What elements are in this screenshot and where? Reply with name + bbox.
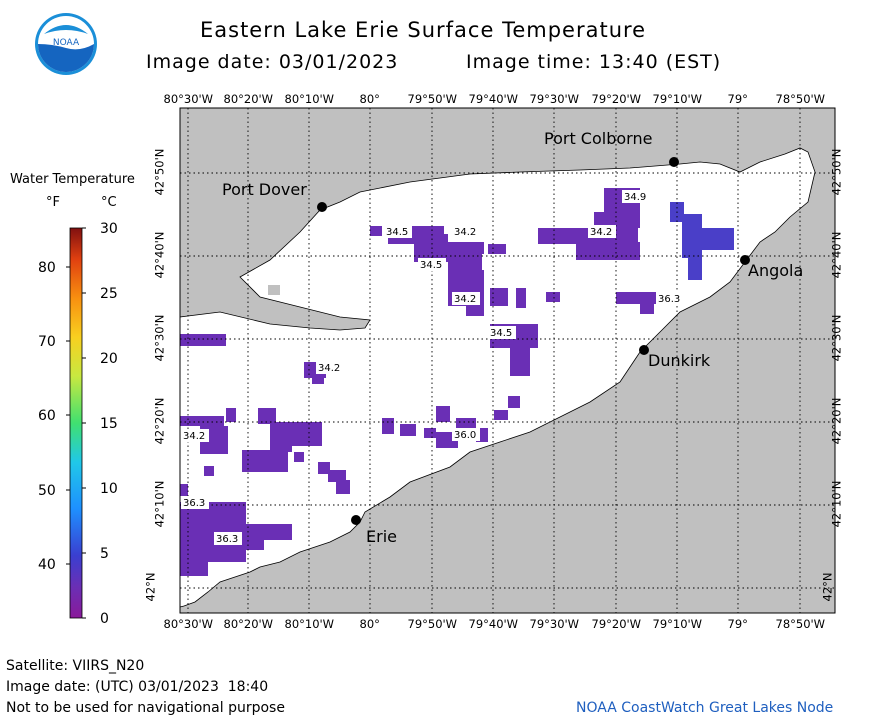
longitude-label: 79°20'W xyxy=(591,617,642,631)
colorbar-c-tick: 15 xyxy=(100,416,118,432)
map-frame xyxy=(179,107,836,614)
colorbar-unit-f: °F xyxy=(46,195,60,210)
image-date: Image date: 03/01/2023 xyxy=(146,51,399,73)
latitude-label: 42°N xyxy=(143,572,158,602)
temp-label: 34.9 xyxy=(624,192,646,203)
longitude-label: 78°50'W xyxy=(775,92,826,106)
graticule xyxy=(180,108,835,613)
longitude-label: 80° xyxy=(359,617,380,631)
city-label-angola: Angola xyxy=(748,261,803,280)
credit: NOAA CoastWatch Great Lakes Node xyxy=(576,700,834,716)
noaa-logo: NOAA xyxy=(35,13,97,75)
logo-text: NOAA xyxy=(53,38,80,48)
latitude-label: 42°N xyxy=(820,572,835,602)
colorbar-unit-c: °C xyxy=(101,195,117,210)
city-markers xyxy=(317,157,750,525)
temp-label: 34.5 xyxy=(490,328,512,339)
latitude-label: 42°40'N xyxy=(829,231,844,279)
colorbar-c-tick: 20 xyxy=(100,351,118,367)
longitude-label: 79°40'W xyxy=(468,617,519,631)
longitude-label: 80°20'W xyxy=(223,617,274,631)
longitude-label: 80°30'W xyxy=(163,617,214,631)
longitude-label: 79°50'W xyxy=(407,92,458,106)
longitude-label: 80°30'W xyxy=(163,92,214,106)
temp-label: 34.5 xyxy=(386,227,408,238)
longitude-label: 80°10'W xyxy=(284,617,335,631)
temp-label: 34.5 xyxy=(420,260,442,271)
longitude-label: 79°40'W xyxy=(468,92,519,106)
colorbar-c-tick: 30 xyxy=(100,221,118,237)
colorbar-f-tick: 50 xyxy=(38,483,56,499)
colorbar-title: Water Temperature xyxy=(10,172,135,187)
longitude-label: 80° xyxy=(359,92,380,106)
latitude-label: 42°10'N xyxy=(152,480,167,528)
colorbar-f-tick: 70 xyxy=(38,334,56,350)
latitude-label: 42°40'N xyxy=(152,231,167,279)
temp-label: 36.3 xyxy=(658,294,680,305)
city-dot-dunkirk xyxy=(639,345,649,355)
colorbar-f-tick: 80 xyxy=(38,260,56,276)
longitude-label: 79°30'W xyxy=(529,617,580,631)
colorbar-f-tick: 40 xyxy=(38,557,56,573)
colorbar-c-tick: 5 xyxy=(100,546,109,562)
city-label-port-colborne: Port Colborne xyxy=(544,129,652,148)
temp-cells-blue xyxy=(670,202,734,280)
longitude-label: 80°10'W xyxy=(284,92,335,106)
temp-label: 34.2 xyxy=(318,363,340,374)
city-dot-erie xyxy=(351,515,361,525)
longitude-label: 79°10'W xyxy=(652,617,703,631)
latitude-label: 42°10'N xyxy=(829,480,844,528)
latitude-label: 42°30'N xyxy=(152,314,167,362)
city-label-erie: Erie xyxy=(366,527,397,546)
colorbar-c-tick: 0 xyxy=(100,611,109,627)
ice-patch xyxy=(268,285,280,295)
temp-label: 36.3 xyxy=(183,498,205,509)
longitude-label: 79°50'W xyxy=(407,617,458,631)
colorbar-c-tick: 25 xyxy=(100,286,118,302)
colorbar-c-tick: 10 xyxy=(100,481,118,497)
longitude-label: 79°20'W xyxy=(591,92,642,106)
temp-label: 34.2 xyxy=(454,294,476,305)
longitude-label: 79°30'W xyxy=(529,92,580,106)
latitude-label: 42°50'N xyxy=(829,148,844,196)
longitude-label: 78°50'W xyxy=(775,617,826,631)
temp-label: 34.2 xyxy=(183,431,205,442)
temp-label: 36.3 xyxy=(216,534,238,545)
temp-value-labels: 34.9 34.5 34.2 34.2 34.5 34.2 36.3 34.5 … xyxy=(181,190,684,545)
temp-label: 36.0 xyxy=(454,430,476,441)
latitude-label: 42°20'N xyxy=(152,397,167,445)
satellite-info: Satellite: VIIRS_N20 xyxy=(6,658,145,674)
city-dot-port-colborne xyxy=(669,157,679,167)
city-label-dunkirk: Dunkirk xyxy=(648,351,711,370)
city-dot-port-dover xyxy=(317,202,327,212)
longitude-label: 79° xyxy=(727,92,748,106)
longitude-label: 80°20'W xyxy=(223,92,274,106)
latitude-label: 42°30'N xyxy=(829,314,844,362)
latitude-label: 42°20'N xyxy=(829,397,844,445)
image-time: Image time: 13:40 (EST) xyxy=(466,51,722,73)
temp-label: 34.2 xyxy=(454,227,476,238)
utc-image-date: Image date: (UTC) 03/01/2023 18:40 xyxy=(6,679,269,695)
page-title: Eastern Lake Erie Surface Temperature xyxy=(200,18,647,42)
longitude-label: 79°10'W xyxy=(652,92,703,106)
lake-erie-map: Port Colborne Port Dover Angola Dunkirk … xyxy=(179,107,836,614)
city-dot-angola xyxy=(740,255,750,265)
colorbar-f-tick: 60 xyxy=(38,408,56,424)
disclaimer: Not to be used for navigational purpose xyxy=(6,700,285,716)
temp-label: 34.2 xyxy=(590,227,612,238)
city-label-port-dover: Port Dover xyxy=(222,180,307,199)
latitude-label: 42°50'N xyxy=(152,148,167,196)
longitude-label: 79° xyxy=(727,617,748,631)
